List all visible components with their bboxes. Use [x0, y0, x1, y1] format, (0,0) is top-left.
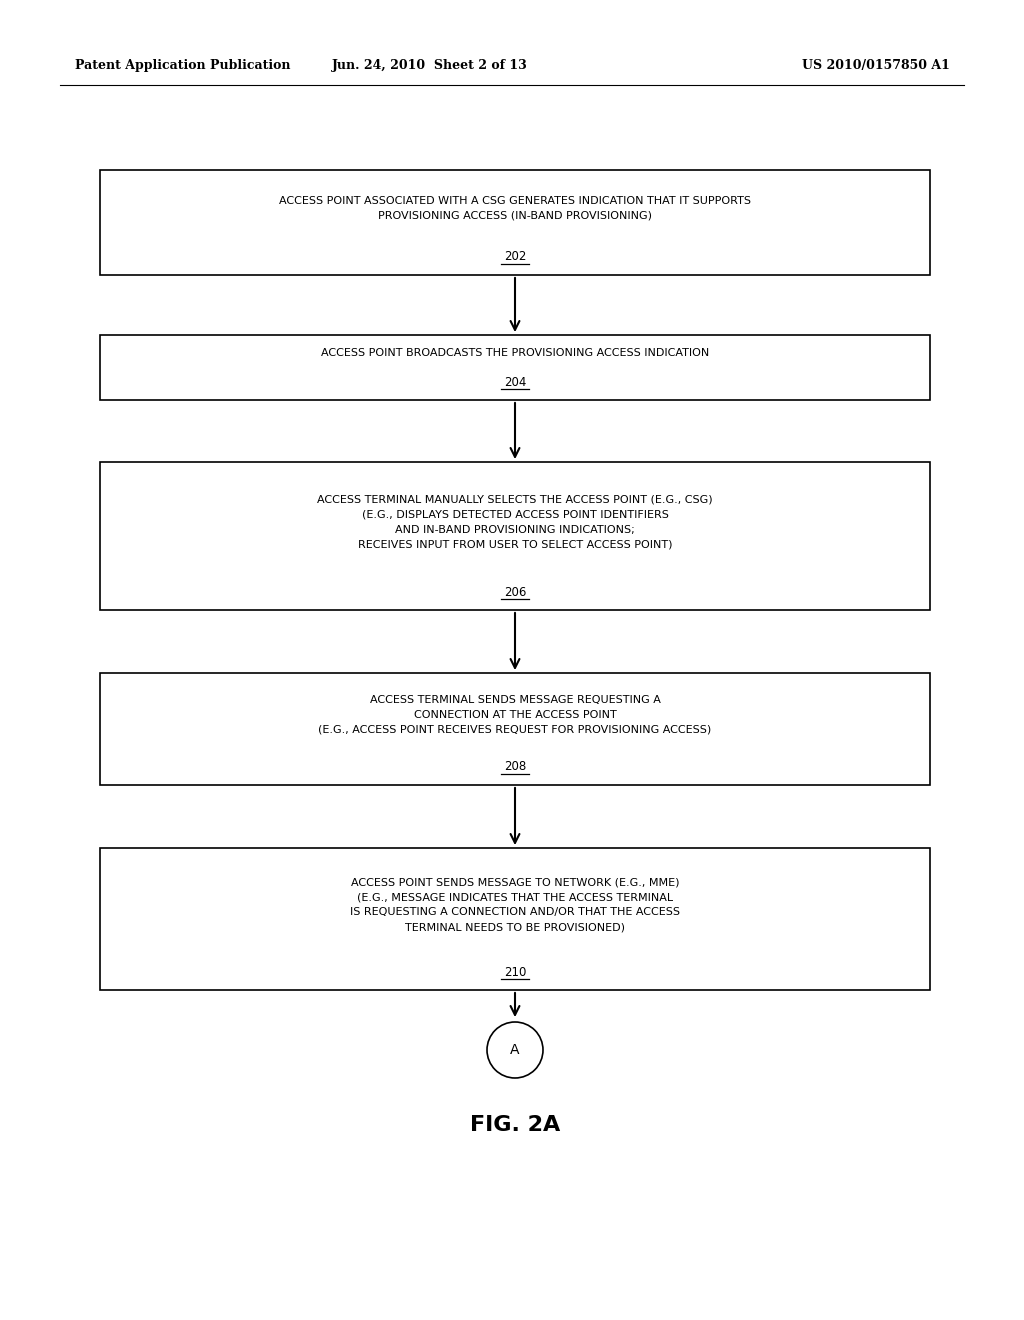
Text: ACCESS TERMINAL SENDS MESSAGE REQUESTING A: ACCESS TERMINAL SENDS MESSAGE REQUESTING…: [370, 696, 660, 705]
Text: US 2010/0157850 A1: US 2010/0157850 A1: [802, 58, 950, 71]
Text: 206: 206: [504, 586, 526, 598]
Text: (E.G., MESSAGE INDICATES THAT THE ACCESS TERMINAL: (E.G., MESSAGE INDICATES THAT THE ACCESS…: [357, 892, 673, 903]
Text: ACCESS POINT BROADCASTS THE PROVISIONING ACCESS INDICATION: ACCESS POINT BROADCASTS THE PROVISIONING…: [321, 348, 710, 359]
Text: Patent Application Publication: Patent Application Publication: [75, 58, 291, 71]
Text: A: A: [510, 1043, 520, 1057]
Bar: [100, 673, 930, 785]
Bar: [100, 335, 930, 400]
Text: 202: 202: [504, 251, 526, 264]
Bar: [100, 170, 930, 275]
Text: RECEIVES INPUT FROM USER TO SELECT ACCESS POINT): RECEIVES INPUT FROM USER TO SELECT ACCES…: [357, 540, 672, 549]
Text: (E.G., DISPLAYS DETECTED ACCESS POINT IDENTIFIERS: (E.G., DISPLAYS DETECTED ACCESS POINT ID…: [361, 510, 669, 520]
Text: (E.G., ACCESS POINT RECEIVES REQUEST FOR PROVISIONING ACCESS): (E.G., ACCESS POINT RECEIVES REQUEST FOR…: [318, 725, 712, 735]
Text: CONNECTION AT THE ACCESS POINT: CONNECTION AT THE ACCESS POINT: [414, 710, 616, 719]
Text: 210: 210: [504, 965, 526, 978]
Text: PROVISIONING ACCESS (IN-BAND PROVISIONING): PROVISIONING ACCESS (IN-BAND PROVISIONIN…: [378, 211, 652, 220]
Text: ACCESS TERMINAL MANUALLY SELECTS THE ACCESS POINT (E.G., CSG): ACCESS TERMINAL MANUALLY SELECTS THE ACC…: [317, 495, 713, 504]
Text: TERMINAL NEEDS TO BE PROVISIONED): TERMINAL NEEDS TO BE PROVISIONED): [406, 923, 625, 932]
Text: 208: 208: [504, 760, 526, 774]
Bar: [100, 462, 930, 610]
Bar: [100, 847, 930, 990]
Text: ACCESS POINT SENDS MESSAGE TO NETWORK (E.G., MME): ACCESS POINT SENDS MESSAGE TO NETWORK (E…: [351, 878, 679, 887]
Text: AND IN-BAND PROVISIONING INDICATIONS;: AND IN-BAND PROVISIONING INDICATIONS;: [395, 524, 635, 535]
Text: 204: 204: [504, 375, 526, 388]
Text: IS REQUESTING A CONNECTION AND/OR THAT THE ACCESS: IS REQUESTING A CONNECTION AND/OR THAT T…: [350, 908, 680, 917]
Text: ACCESS POINT ASSOCIATED WITH A CSG GENERATES INDICATION THAT IT SUPPORTS: ACCESS POINT ASSOCIATED WITH A CSG GENER…: [279, 195, 751, 206]
Text: Jun. 24, 2010  Sheet 2 of 13: Jun. 24, 2010 Sheet 2 of 13: [332, 58, 528, 71]
Circle shape: [487, 1022, 543, 1078]
Text: FIG. 2A: FIG. 2A: [470, 1115, 560, 1135]
